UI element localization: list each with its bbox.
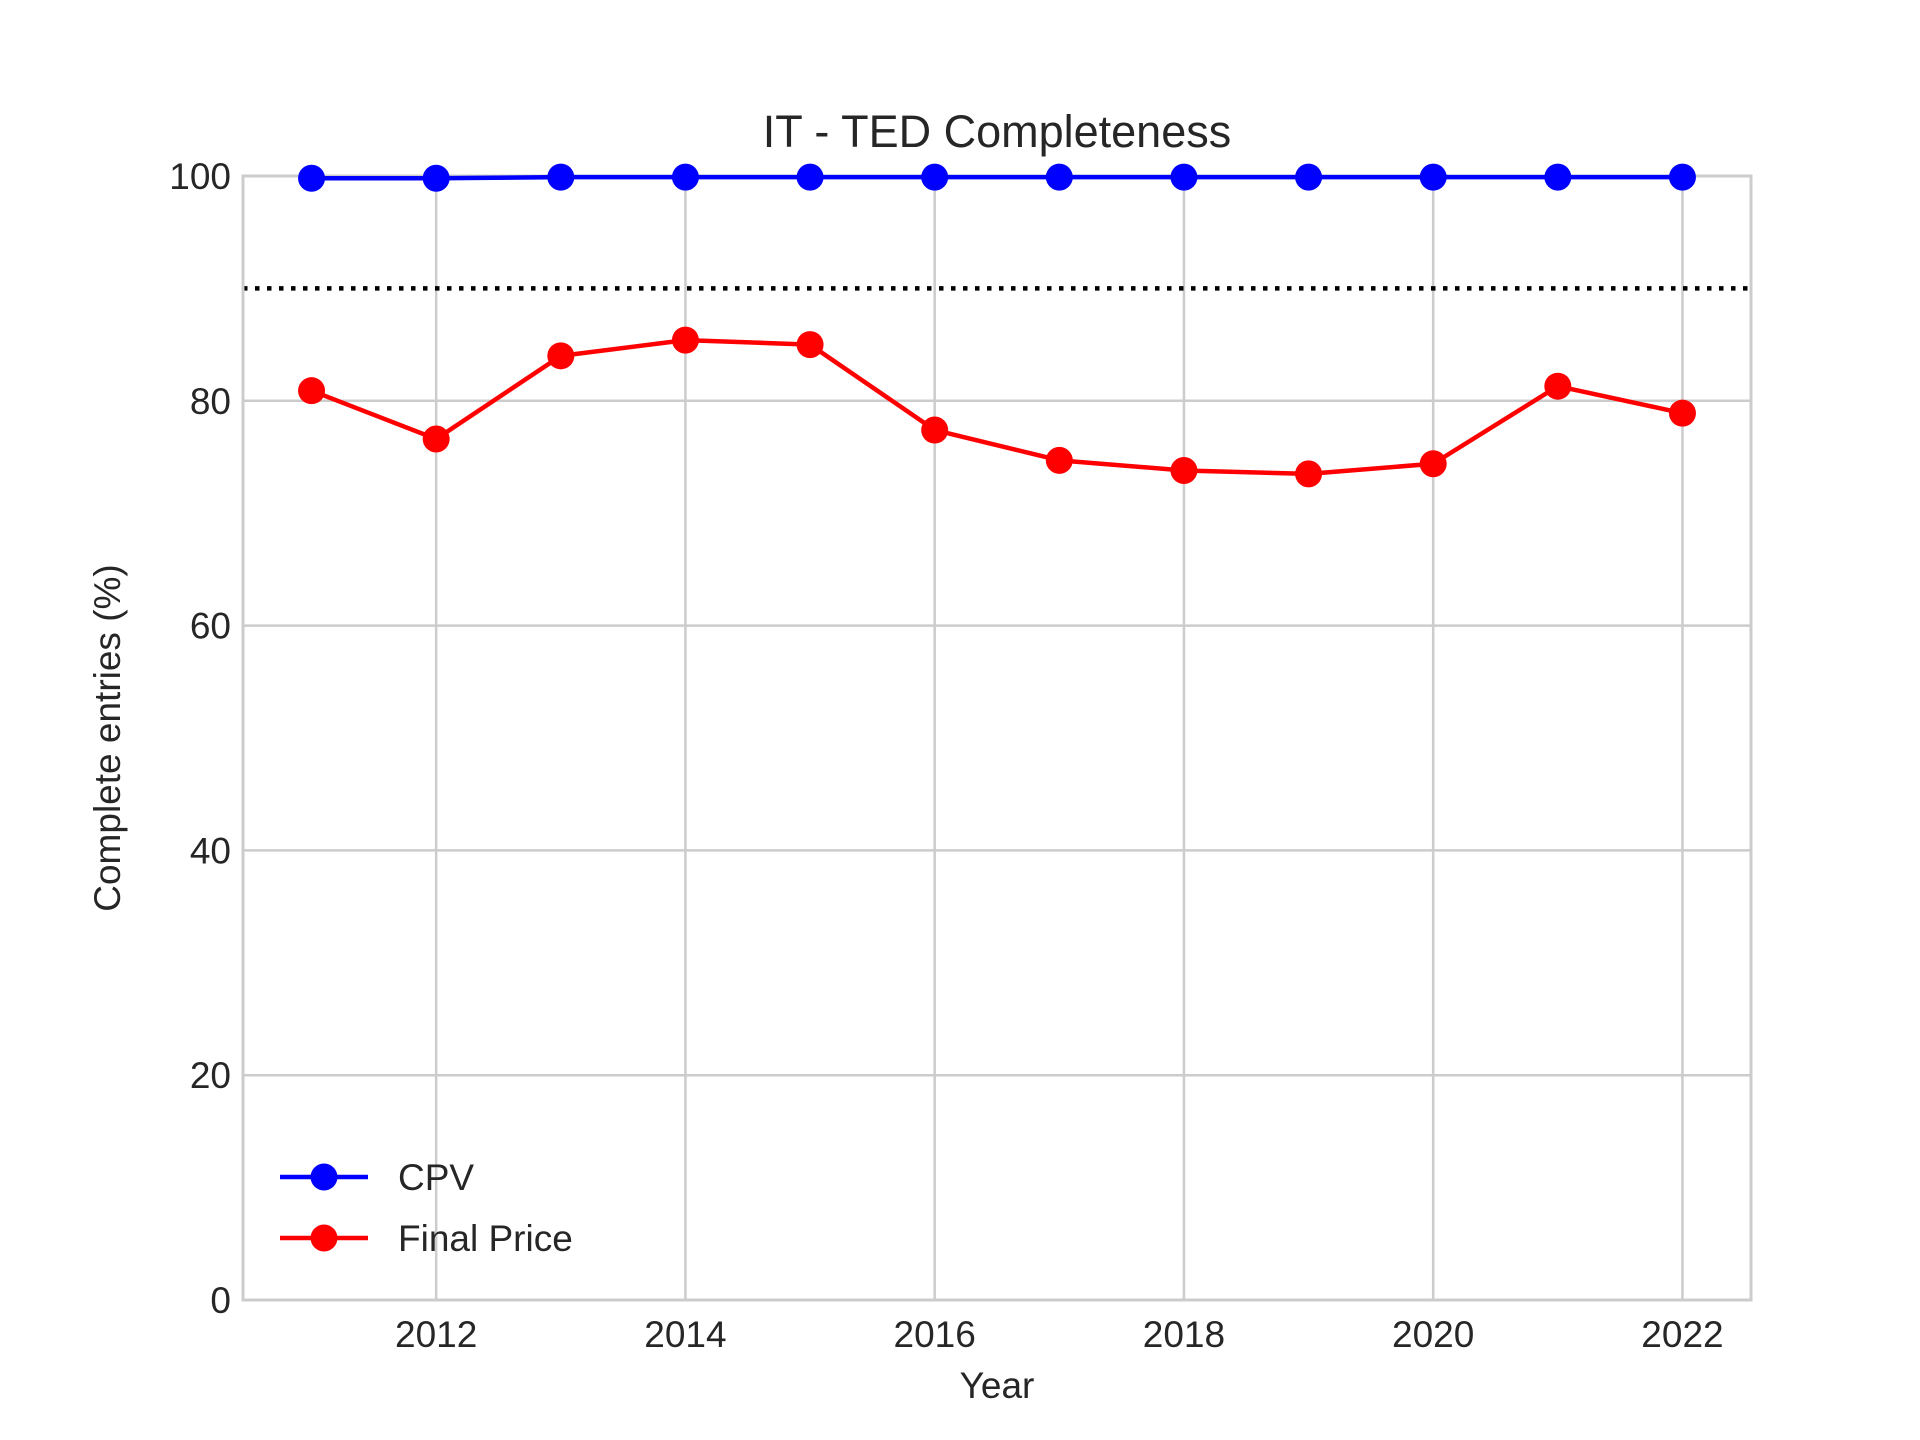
- data-point: [1295, 163, 1323, 191]
- data-point: [1419, 163, 1447, 191]
- series-group: [298, 163, 1696, 488]
- x-tick-label: 2012: [395, 1314, 477, 1355]
- data-point: [422, 164, 450, 192]
- data-point: [1544, 163, 1572, 191]
- series-line: [310, 337, 1683, 477]
- data-point: [1045, 163, 1073, 191]
- data-point: [547, 163, 575, 191]
- y-tick-label: 20: [190, 1055, 231, 1096]
- data-point: [1668, 163, 1696, 191]
- data-point: [1170, 163, 1198, 191]
- data-point: [298, 377, 326, 405]
- data-point: [298, 164, 326, 192]
- data-point: [1419, 450, 1447, 478]
- data-point: [1295, 460, 1323, 488]
- y-axis-title: Complete entries (%): [87, 564, 128, 912]
- data-point: [921, 416, 949, 444]
- data-point: [796, 331, 824, 359]
- y-tick-label: 60: [190, 606, 231, 647]
- data-point: [422, 425, 450, 453]
- data-point: [796, 163, 824, 191]
- data-point: [1045, 446, 1073, 474]
- x-tick-label: 2020: [1392, 1314, 1474, 1355]
- data-point: [1668, 399, 1696, 427]
- legend-label: CPV: [398, 1157, 474, 1198]
- data-point: [671, 163, 699, 191]
- x-tick-label: 2018: [1143, 1314, 1225, 1355]
- y-tick-label: 0: [210, 1280, 231, 1321]
- y-tick-label: 100: [169, 156, 231, 197]
- x-tick-label: 2014: [644, 1314, 726, 1355]
- x-axis-title: Year: [960, 1365, 1035, 1406]
- series-line: [311, 174, 1683, 181]
- legend-marker: [310, 1224, 338, 1252]
- data-point: [547, 342, 575, 370]
- y-tick-label: 40: [190, 830, 231, 871]
- legend: CPV Final Price: [280, 1157, 573, 1259]
- tick-labels: 2012 2014 2016 2018 2020 2022 0 20 40 60 80 100: [169, 156, 1723, 1355]
- data-point: [671, 326, 699, 354]
- x-tick-label: 2022: [1641, 1314, 1723, 1355]
- x-tick-label: 2016: [894, 1314, 976, 1355]
- data-point: [921, 163, 949, 191]
- data-point: [1170, 456, 1198, 484]
- y-tick-label: 80: [190, 381, 231, 422]
- axes-frame: [241, 174, 1753, 1302]
- chart-title: IT - TED Completeness: [763, 106, 1232, 157]
- legend-marker: [310, 1163, 338, 1191]
- legend-label: Final Price: [398, 1218, 573, 1259]
- grid: [243, 174, 1751, 1302]
- data-point: [1544, 372, 1572, 400]
